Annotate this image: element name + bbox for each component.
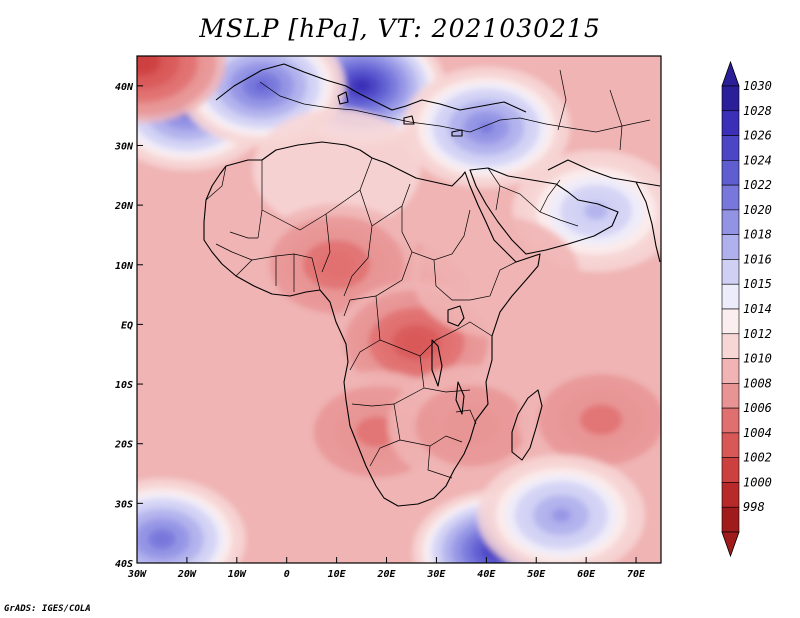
colorbar-swatch (721, 160, 740, 186)
plot-frame (136, 55, 662, 564)
colorbar-swatch (721, 234, 740, 260)
colorbar-swatch (721, 259, 740, 285)
lon-tick-label: 10W (228, 569, 247, 580)
colorbar-bottom-arrow (721, 531, 740, 558)
colorbar-label: 1002 (743, 451, 772, 465)
colorbar-label: 1010 (743, 352, 772, 366)
iran-coastline (547, 159, 661, 187)
colorbar-label: 1000 (743, 475, 772, 489)
colorbar-swatch (721, 457, 740, 483)
lat-tick-label: 40N (115, 82, 134, 93)
colorbar-swatch (721, 506, 740, 533)
pressure-contour-band (137, 56, 152, 69)
lat-tick-label: 20N (114, 201, 134, 212)
lon-tick-label: 40E (477, 569, 496, 580)
colorbar-swatch (721, 209, 740, 235)
lon-tick-label: 70E (627, 569, 646, 580)
colorbar-label: 998 (743, 500, 765, 514)
pressure-contour-band (478, 122, 494, 134)
country-borders (205, 69, 651, 479)
colorbar-swatch (721, 333, 740, 359)
colorbar-label: 1004 (743, 426, 772, 440)
axis-ticks: 30W 20W 10W 0 10E 20E 30E 40E 50E 60E 70E 40N 30N 20N… (114, 82, 646, 580)
pressure-field (137, 56, 661, 563)
coastlines (203, 63, 661, 507)
colorbar-swatch (721, 135, 740, 161)
pressure-contour-band (319, 252, 354, 277)
colorbar-label: 1008 (743, 376, 772, 390)
pressure-contour-band (252, 108, 421, 231)
colorbar-label: 1012 (743, 327, 772, 341)
india-coastline (635, 181, 661, 263)
colorbar-label: 1026 (743, 129, 772, 143)
lon-tick-label: 20W (177, 569, 197, 580)
pressure-contour-band (584, 202, 609, 220)
pressure-contour-band (404, 333, 429, 351)
colorbar-swatch (721, 358, 740, 384)
colorbar-swatch (721, 482, 740, 508)
lon-tick-label: 30W (127, 569, 147, 580)
lon-tick-label: 30E (426, 569, 446, 580)
lon-tick-label: 10E (328, 569, 347, 580)
colorbar-label: 1015 (743, 277, 772, 291)
pressure-contour-band (551, 508, 571, 523)
pressure-contour-band (412, 215, 581, 338)
colorbar-label: 1020 (743, 203, 772, 217)
colorbar-swatch (721, 283, 740, 310)
colorbar: 1030 1028 1026 1024 1022 1020 1018 1016 1015 1014… (721, 60, 772, 558)
pressure-contour-band (355, 416, 398, 447)
lat-tick-label: 30N (114, 141, 134, 152)
pressure-contour-band (356, 82, 367, 90)
lake-malawi (455, 381, 465, 415)
lat-tick-label: 40S (115, 559, 133, 570)
lon-tick-label: 0 (284, 569, 290, 580)
mediterranean-islands (337, 91, 463, 137)
lon-tick-label: 50E (527, 569, 546, 580)
lat-tick-label: EQ (121, 320, 133, 331)
colorbar-swatch (721, 110, 740, 136)
colorbar-swatch (721, 85, 740, 112)
colorbar-label: 1028 (743, 104, 772, 118)
pressure-contour-band (154, 534, 169, 545)
lon-tick-label: 60E (577, 569, 596, 580)
pressure-contour-band (137, 275, 296, 398)
lake-victoria (447, 305, 465, 327)
colorbar-swatch (721, 184, 740, 211)
colorbar-label: 1016 (743, 252, 772, 266)
colorbar-top-arrow (721, 60, 740, 87)
colorbar-label: 1006 (743, 401, 772, 415)
pressure-contour-band (255, 81, 269, 91)
lat-tick-label: 10N (115, 261, 134, 272)
lon-tick-label: 20E (376, 569, 396, 580)
colorbar-swatch (721, 432, 740, 458)
lake-tanganyika (431, 339, 443, 387)
lat-tick-label: 20S (114, 440, 133, 451)
colorbar-label: 1022 (743, 178, 772, 192)
arabian-peninsula-coastline (469, 167, 619, 255)
colorbar-swatch (721, 383, 740, 409)
europe-coastline (215, 63, 527, 113)
colorbar-label: 1030 (743, 79, 772, 93)
grads-credit: GrADS: IGES/COLA (4, 604, 91, 614)
colorbar-label: 1014 (743, 302, 772, 316)
colorbar-swatch (721, 407, 740, 434)
colorbar-label: 1024 (743, 153, 772, 167)
lat-tick-label: 30S (114, 499, 133, 510)
colorbar-swatch (721, 308, 740, 335)
lat-tick-label: 10S (115, 380, 133, 391)
madagascar-coastline (511, 389, 543, 461)
chart-title: MSLP [hPa], VT: 2021030215 (199, 14, 601, 43)
colorbar-label: 1018 (743, 228, 772, 242)
pressure-contour-band (580, 404, 623, 436)
pressure-contour-band (443, 405, 500, 447)
africa-coastline (203, 141, 541, 507)
